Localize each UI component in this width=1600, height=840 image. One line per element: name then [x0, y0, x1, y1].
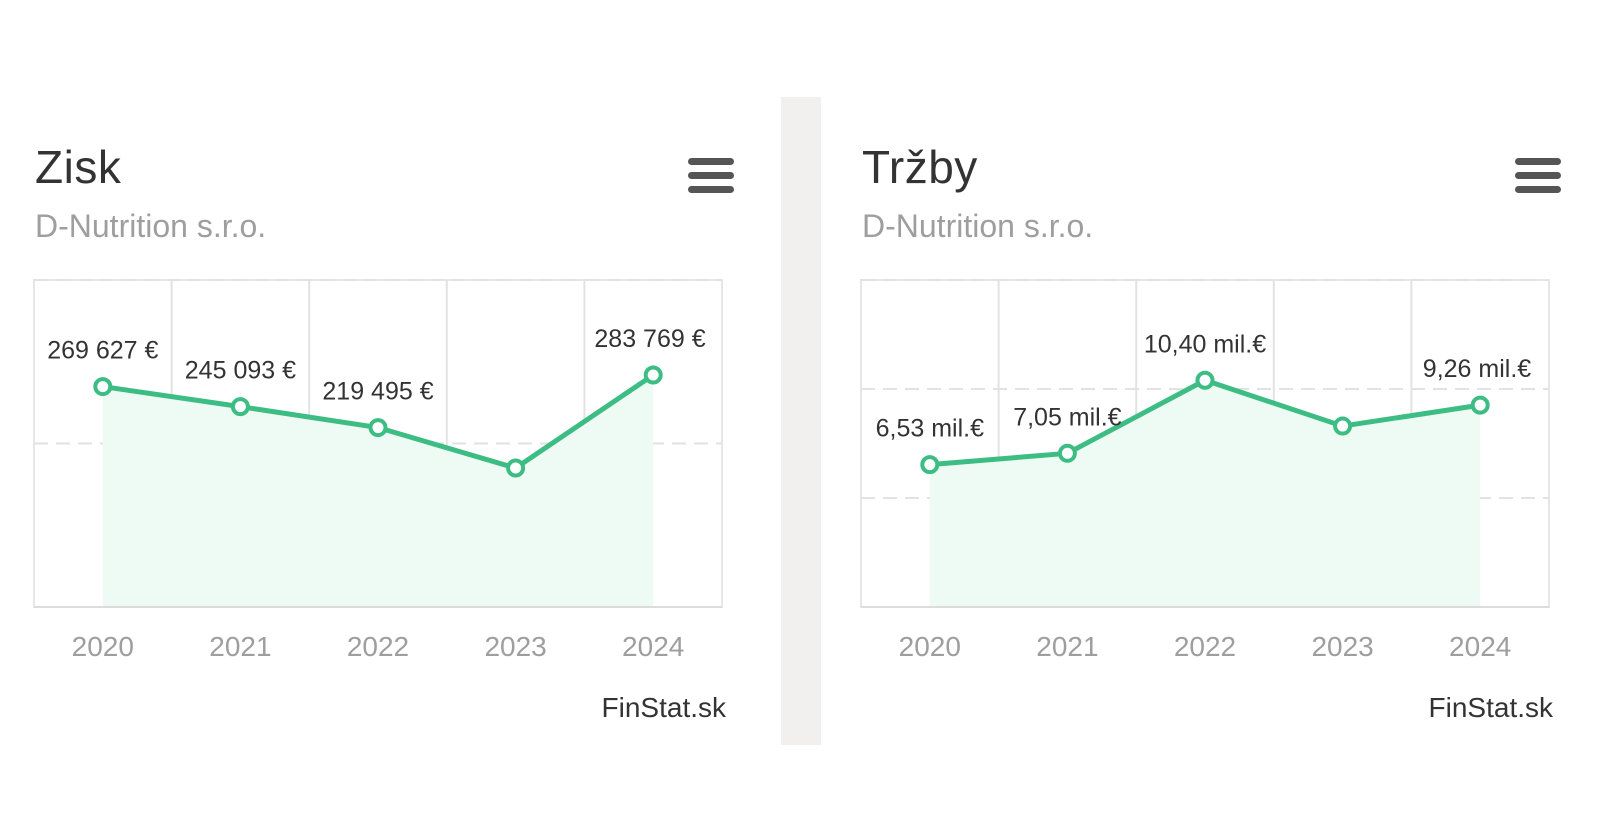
data-label: 9,26 mil.€ [1423, 355, 1531, 383]
data-point [368, 418, 388, 438]
data-label: 10,40 mil.€ [1144, 330, 1266, 358]
x-tick-label: 2024 [622, 631, 684, 662]
data-point [1333, 416, 1353, 436]
data-point [920, 455, 940, 475]
data-point [506, 458, 526, 478]
data-label: 269 627 € [47, 337, 158, 365]
data-point [1195, 370, 1215, 390]
chart-plot: 6,53 mil.€ 7,05 mil.€ 10,40 mil.€ 9,26 mil.… [860, 279, 1550, 662]
chart-plot: 269 627 € 245 093 € 219 495 € 283 769 € 2020… [33, 279, 723, 662]
series-area [929, 380, 1481, 607]
hamburger-menu-icon [688, 158, 734, 193]
data-point [1470, 395, 1490, 415]
x-tick-label: 2021 [209, 631, 271, 662]
data-point [643, 365, 663, 385]
chart-subtitle: D-Nutrition s.r.o. [35, 208, 267, 244]
x-tick-label: 2020 [72, 631, 134, 662]
chart-subtitle: D-Nutrition s.r.o. [862, 208, 1094, 244]
x-tick-label: 2024 [1449, 631, 1511, 662]
x-tick-label: 2023 [484, 631, 546, 662]
data-label: 7,05 mil.€ [1013, 403, 1121, 431]
x-tick-label: 2022 [347, 631, 409, 662]
data-point [93, 377, 113, 397]
chart-title: Zisk [35, 141, 122, 193]
chart-panel-zisk: Zisk D-Nutrition s.r.o. 269 627 € 245 093… [0, 0, 760, 840]
data-label: 245 093 € [185, 357, 296, 385]
chart-title: Tržby [862, 141, 978, 193]
data-label: 283 769 € [594, 325, 705, 353]
panel-divider [781, 97, 821, 745]
chart-menu-button[interactable] [688, 158, 734, 194]
x-tick-label: 2020 [899, 631, 961, 662]
x-tick-label: 2023 [1311, 631, 1373, 662]
finstat-credit-link[interactable]: FinStat.sk [601, 692, 726, 723]
x-tick-label: 2022 [1174, 631, 1236, 662]
x-tick-label: 2021 [1036, 631, 1098, 662]
data-label: 219 495 € [322, 378, 433, 406]
hamburger-menu-icon [1515, 158, 1561, 193]
chart-menu-button[interactable] [1515, 158, 1561, 194]
data-point [1057, 443, 1077, 463]
data-label: 6,53 mil.€ [876, 415, 984, 443]
data-point [230, 397, 250, 417]
series-area [102, 375, 654, 607]
chart-panel-trzby: Tržby D-Nutrition s.r.o. 6,53 mil.€ 7,05 … [827, 0, 1587, 840]
finstat-credit-link[interactable]: FinStat.sk [1428, 692, 1553, 723]
